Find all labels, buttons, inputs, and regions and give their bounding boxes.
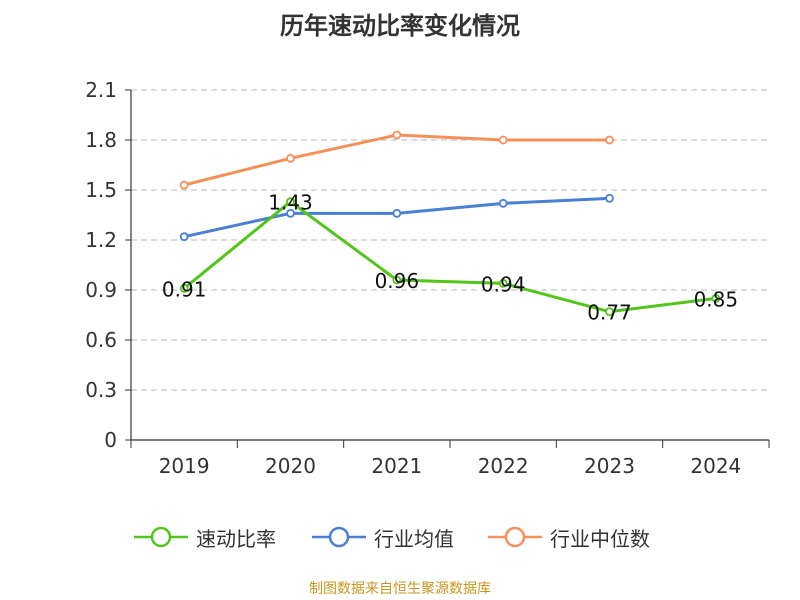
x-tick-label: 2023 [584, 454, 635, 478]
legend-item-行业均值[interactable]: 行业均值 [310, 520, 454, 554]
y-tick-label: 0.6 [85, 328, 117, 352]
y-tick-label: 0.9 [85, 278, 117, 302]
data-point [711, 293, 721, 303]
data-label: 0.91 [162, 277, 207, 301]
data-point [498, 135, 508, 145]
legend-label: 速动比率 [196, 526, 276, 551]
grid-lines [131, 89, 769, 391]
y-tick-label: 1.2 [85, 228, 117, 252]
series-line-速动比率 [183, 200, 717, 314]
data-point [605, 135, 614, 145]
x-tick-label: 2024 [690, 454, 741, 478]
legend: 速动比率 行业均值 行业中位数 [0, 520, 800, 554]
data-labels: 0.91 1.43 0.96 0.94 0.77 0.85 [162, 191, 738, 325]
x-tick-label: 2020 [265, 454, 316, 478]
legend-marker [488, 526, 542, 548]
series-line-行业中位数 [183, 133, 610, 187]
x-tick-label: 2021 [371, 454, 422, 478]
data-point [286, 208, 295, 218]
x-tick-label: 2022 [478, 454, 529, 478]
data-point [179, 283, 189, 293]
y-tick-label: 1.8 [85, 128, 117, 152]
data-point [605, 193, 614, 203]
data-point [498, 198, 508, 208]
legend-item-行业中位数[interactable]: 行业中位数 [486, 520, 650, 554]
data-point [605, 307, 614, 317]
data-label: 0.94 [481, 272, 526, 296]
y-tick-label: 0 [104, 428, 117, 452]
data-point [392, 130, 402, 140]
y-tick-label: 0.3 [85, 378, 117, 402]
x-tick-label: 2019 [159, 454, 210, 478]
legend-marker [134, 526, 188, 548]
axes: 0 0.3 0.6 0.9 1.2 1.5 1.8 2.1 2019 2020 2021 2022 20… [85, 78, 770, 478]
data-point [392, 275, 402, 285]
data-point [286, 153, 295, 163]
data-label: 1.43 [268, 191, 313, 215]
legend-marker [312, 526, 366, 548]
legend-label: 行业中位数 [550, 526, 650, 551]
data-point [286, 197, 295, 207]
data-point [179, 232, 189, 242]
legend-label: 行业均值 [374, 526, 454, 551]
data-point [498, 278, 508, 288]
data-label: 0.85 [694, 287, 739, 311]
chart-title: 历年速动比率变化情况 [280, 12, 520, 40]
y-tick-label: 1.5 [85, 178, 117, 202]
data-point [392, 208, 402, 218]
data-label: 0.96 [375, 269, 420, 293]
series-lines [179, 130, 721, 317]
data-point [179, 180, 189, 190]
source-note: 制图数据来自恒生聚源数据库 [309, 581, 491, 597]
data-label: 0.77 [587, 301, 632, 325]
y-tick-label: 2.1 [85, 78, 117, 102]
legend-item-速动比率[interactable]: 速动比率 [132, 520, 276, 554]
